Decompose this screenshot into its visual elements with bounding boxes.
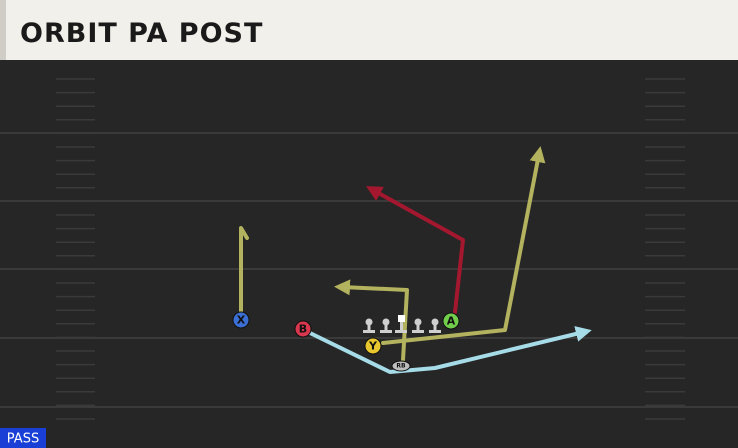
player-icon[interactable] bbox=[364, 337, 382, 355]
route-rb bbox=[334, 279, 409, 362]
offensive-line bbox=[363, 315, 441, 333]
play-type: PASS bbox=[7, 432, 39, 447]
player-label: RB bbox=[396, 363, 406, 370]
player-label: B bbox=[299, 323, 307, 336]
lineman bbox=[429, 318, 441, 333]
route-b bbox=[308, 326, 592, 374]
route-a bbox=[366, 186, 465, 314]
center bbox=[395, 315, 407, 333]
player-label: X bbox=[237, 314, 246, 327]
play-title: ORBIT PA POST bbox=[20, 18, 263, 49]
player-icon[interactable] bbox=[442, 312, 460, 330]
yard-lines bbox=[0, 78, 738, 420]
header-edge bbox=[0, 0, 6, 60]
lineman bbox=[380, 318, 392, 333]
player-label: A bbox=[447, 315, 456, 328]
player-icon[interactable] bbox=[294, 320, 312, 338]
play-type-tag bbox=[0, 428, 46, 448]
header-bar bbox=[0, 0, 738, 60]
lineman bbox=[363, 318, 375, 333]
route-y bbox=[381, 146, 546, 345]
lineman bbox=[412, 318, 424, 333]
player-icon[interactable] bbox=[391, 360, 411, 372]
player-icon[interactable] bbox=[232, 311, 250, 329]
field bbox=[0, 60, 738, 448]
route-x bbox=[239, 226, 249, 320]
player-label: Y bbox=[368, 340, 378, 353]
